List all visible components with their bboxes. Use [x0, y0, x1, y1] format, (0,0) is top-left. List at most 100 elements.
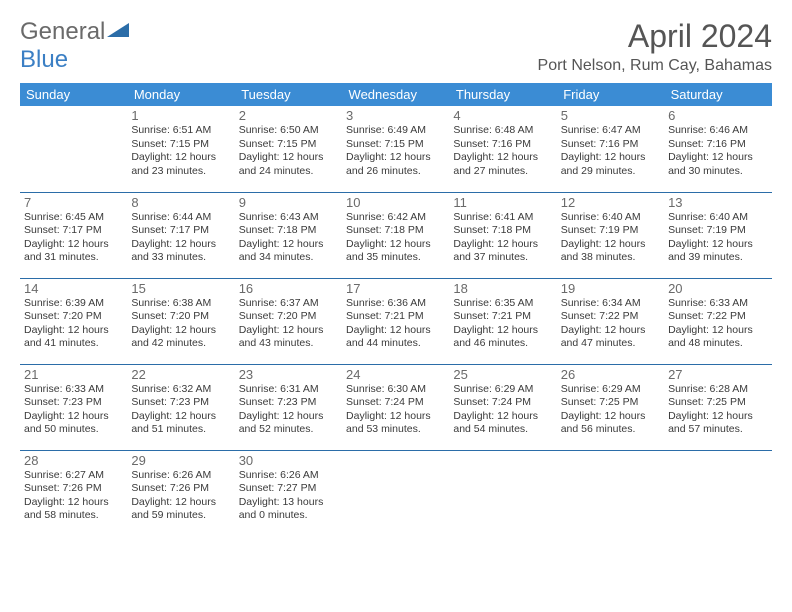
sunrise-line: Sunrise: 6:35 AM [453, 297, 552, 311]
daylight-line: Daylight: 12 hours and 38 minutes. [561, 238, 660, 265]
month-year: April 2024 [538, 18, 772, 55]
day-number: 11 [453, 195, 552, 210]
day-header: Sunday [20, 83, 127, 106]
day-number: 19 [561, 281, 660, 296]
sunrise-line: Sunrise: 6:33 AM [24, 383, 123, 397]
calendar-day-cell: 28Sunrise: 6:27 AMSunset: 7:26 PMDayligh… [20, 450, 127, 536]
calendar-day-cell: 29Sunrise: 6:26 AMSunset: 7:26 PMDayligh… [127, 450, 234, 536]
day-number: 2 [239, 108, 338, 123]
daylight-line: Daylight: 12 hours and 47 minutes. [561, 324, 660, 351]
sunrise-line: Sunrise: 6:40 AM [668, 211, 767, 225]
day-number: 28 [24, 453, 123, 468]
day-number: 17 [346, 281, 445, 296]
logo-triangle-icon [107, 21, 131, 39]
calendar-day-cell: 3Sunrise: 6:49 AMSunset: 7:15 PMDaylight… [342, 106, 449, 192]
day-number: 14 [24, 281, 123, 296]
sunset-line: Sunset: 7:16 PM [668, 138, 767, 152]
sunrise-line: Sunrise: 6:27 AM [24, 469, 123, 483]
daylight-line: Daylight: 12 hours and 23 minutes. [131, 151, 230, 178]
daylight-line: Daylight: 12 hours and 37 minutes. [453, 238, 552, 265]
daylight-line: Daylight: 12 hours and 33 minutes. [131, 238, 230, 265]
daylight-line: Daylight: 12 hours and 35 minutes. [346, 238, 445, 265]
calendar-day-cell: 8Sunrise: 6:44 AMSunset: 7:17 PMDaylight… [127, 192, 234, 278]
sunset-line: Sunset: 7:18 PM [453, 224, 552, 238]
daylight-line: Daylight: 12 hours and 34 minutes. [239, 238, 338, 265]
sunset-line: Sunset: 7:25 PM [561, 396, 660, 410]
calendar-day-cell: 5Sunrise: 6:47 AMSunset: 7:16 PMDaylight… [557, 106, 664, 192]
sunset-line: Sunset: 7:18 PM [346, 224, 445, 238]
daylight-line: Daylight: 12 hours and 41 minutes. [24, 324, 123, 351]
day-number: 30 [239, 453, 338, 468]
sunset-line: Sunset: 7:24 PM [453, 396, 552, 410]
calendar-day-cell: 14Sunrise: 6:39 AMSunset: 7:20 PMDayligh… [20, 278, 127, 364]
sunrise-line: Sunrise: 6:42 AM [346, 211, 445, 225]
sunset-line: Sunset: 7:25 PM [668, 396, 767, 410]
day-header: Tuesday [235, 83, 342, 106]
sunrise-line: Sunrise: 6:36 AM [346, 297, 445, 311]
sunset-line: Sunset: 7:21 PM [346, 310, 445, 324]
sunrise-line: Sunrise: 6:45 AM [24, 211, 123, 225]
calendar-day-cell: 15Sunrise: 6:38 AMSunset: 7:20 PMDayligh… [127, 278, 234, 364]
day-number: 23 [239, 367, 338, 382]
calendar-day-cell: 26Sunrise: 6:29 AMSunset: 7:25 PMDayligh… [557, 364, 664, 450]
sunset-line: Sunset: 7:15 PM [131, 138, 230, 152]
day-number: 12 [561, 195, 660, 210]
daylight-line: Daylight: 12 hours and 52 minutes. [239, 410, 338, 437]
day-number: 8 [131, 195, 230, 210]
daylight-line: Daylight: 12 hours and 57 minutes. [668, 410, 767, 437]
sunset-line: Sunset: 7:17 PM [24, 224, 123, 238]
sunrise-line: Sunrise: 6:46 AM [668, 124, 767, 138]
calendar-day-cell: 19Sunrise: 6:34 AMSunset: 7:22 PMDayligh… [557, 278, 664, 364]
calendar-day-cell: 27Sunrise: 6:28 AMSunset: 7:25 PMDayligh… [664, 364, 771, 450]
day-number: 24 [346, 367, 445, 382]
sunrise-line: Sunrise: 6:29 AM [453, 383, 552, 397]
day-number: 21 [24, 367, 123, 382]
daylight-line: Daylight: 12 hours and 51 minutes. [131, 410, 230, 437]
sunrise-line: Sunrise: 6:29 AM [561, 383, 660, 397]
day-number: 10 [346, 195, 445, 210]
sunset-line: Sunset: 7:21 PM [453, 310, 552, 324]
sunset-line: Sunset: 7:22 PM [668, 310, 767, 324]
day-number: 4 [453, 108, 552, 123]
logo-text-gray: General [20, 18, 105, 45]
sunrise-line: Sunrise: 6:26 AM [131, 469, 230, 483]
day-header: Monday [127, 83, 234, 106]
calendar-empty-cell [664, 450, 771, 536]
sunrise-line: Sunrise: 6:32 AM [131, 383, 230, 397]
calendar-empty-cell [449, 450, 556, 536]
logo-text: GeneralBlue [20, 18, 131, 74]
daylight-line: Daylight: 12 hours and 39 minutes. [668, 238, 767, 265]
daylight-line: Daylight: 12 hours and 50 minutes. [24, 410, 123, 437]
day-number: 5 [561, 108, 660, 123]
calendar-empty-cell [342, 450, 449, 536]
sunset-line: Sunset: 7:19 PM [561, 224, 660, 238]
calendar-week-row: 1Sunrise: 6:51 AMSunset: 7:15 PMDaylight… [20, 106, 772, 192]
daylight-line: Daylight: 12 hours and 30 minutes. [668, 151, 767, 178]
sunset-line: Sunset: 7:18 PM [239, 224, 338, 238]
day-number: 22 [131, 367, 230, 382]
sunset-line: Sunset: 7:19 PM [668, 224, 767, 238]
day-number: 29 [131, 453, 230, 468]
daylight-line: Daylight: 12 hours and 42 minutes. [131, 324, 230, 351]
calendar-day-cell: 2Sunrise: 6:50 AMSunset: 7:15 PMDaylight… [235, 106, 342, 192]
sunset-line: Sunset: 7:26 PM [24, 482, 123, 496]
sunrise-line: Sunrise: 6:48 AM [453, 124, 552, 138]
sunrise-line: Sunrise: 6:39 AM [24, 297, 123, 311]
day-header: Wednesday [342, 83, 449, 106]
calendar-day-cell: 30Sunrise: 6:26 AMSunset: 7:27 PMDayligh… [235, 450, 342, 536]
calendar-day-cell: 7Sunrise: 6:45 AMSunset: 7:17 PMDaylight… [20, 192, 127, 278]
calendar-day-cell: 25Sunrise: 6:29 AMSunset: 7:24 PMDayligh… [449, 364, 556, 450]
sunrise-line: Sunrise: 6:28 AM [668, 383, 767, 397]
calendar-day-cell: 11Sunrise: 6:41 AMSunset: 7:18 PMDayligh… [449, 192, 556, 278]
header: GeneralBlue April 2024 Port Nelson, Rum … [20, 18, 772, 75]
sunrise-line: Sunrise: 6:51 AM [131, 124, 230, 138]
calendar-day-cell: 10Sunrise: 6:42 AMSunset: 7:18 PMDayligh… [342, 192, 449, 278]
sunset-line: Sunset: 7:15 PM [346, 138, 445, 152]
sunset-line: Sunset: 7:15 PM [239, 138, 338, 152]
sunrise-line: Sunrise: 6:41 AM [453, 211, 552, 225]
day-number: 27 [668, 367, 767, 382]
sunrise-line: Sunrise: 6:30 AM [346, 383, 445, 397]
calendar-day-cell: 4Sunrise: 6:48 AMSunset: 7:16 PMDaylight… [449, 106, 556, 192]
calendar-day-cell: 21Sunrise: 6:33 AMSunset: 7:23 PMDayligh… [20, 364, 127, 450]
sunrise-line: Sunrise: 6:49 AM [346, 124, 445, 138]
